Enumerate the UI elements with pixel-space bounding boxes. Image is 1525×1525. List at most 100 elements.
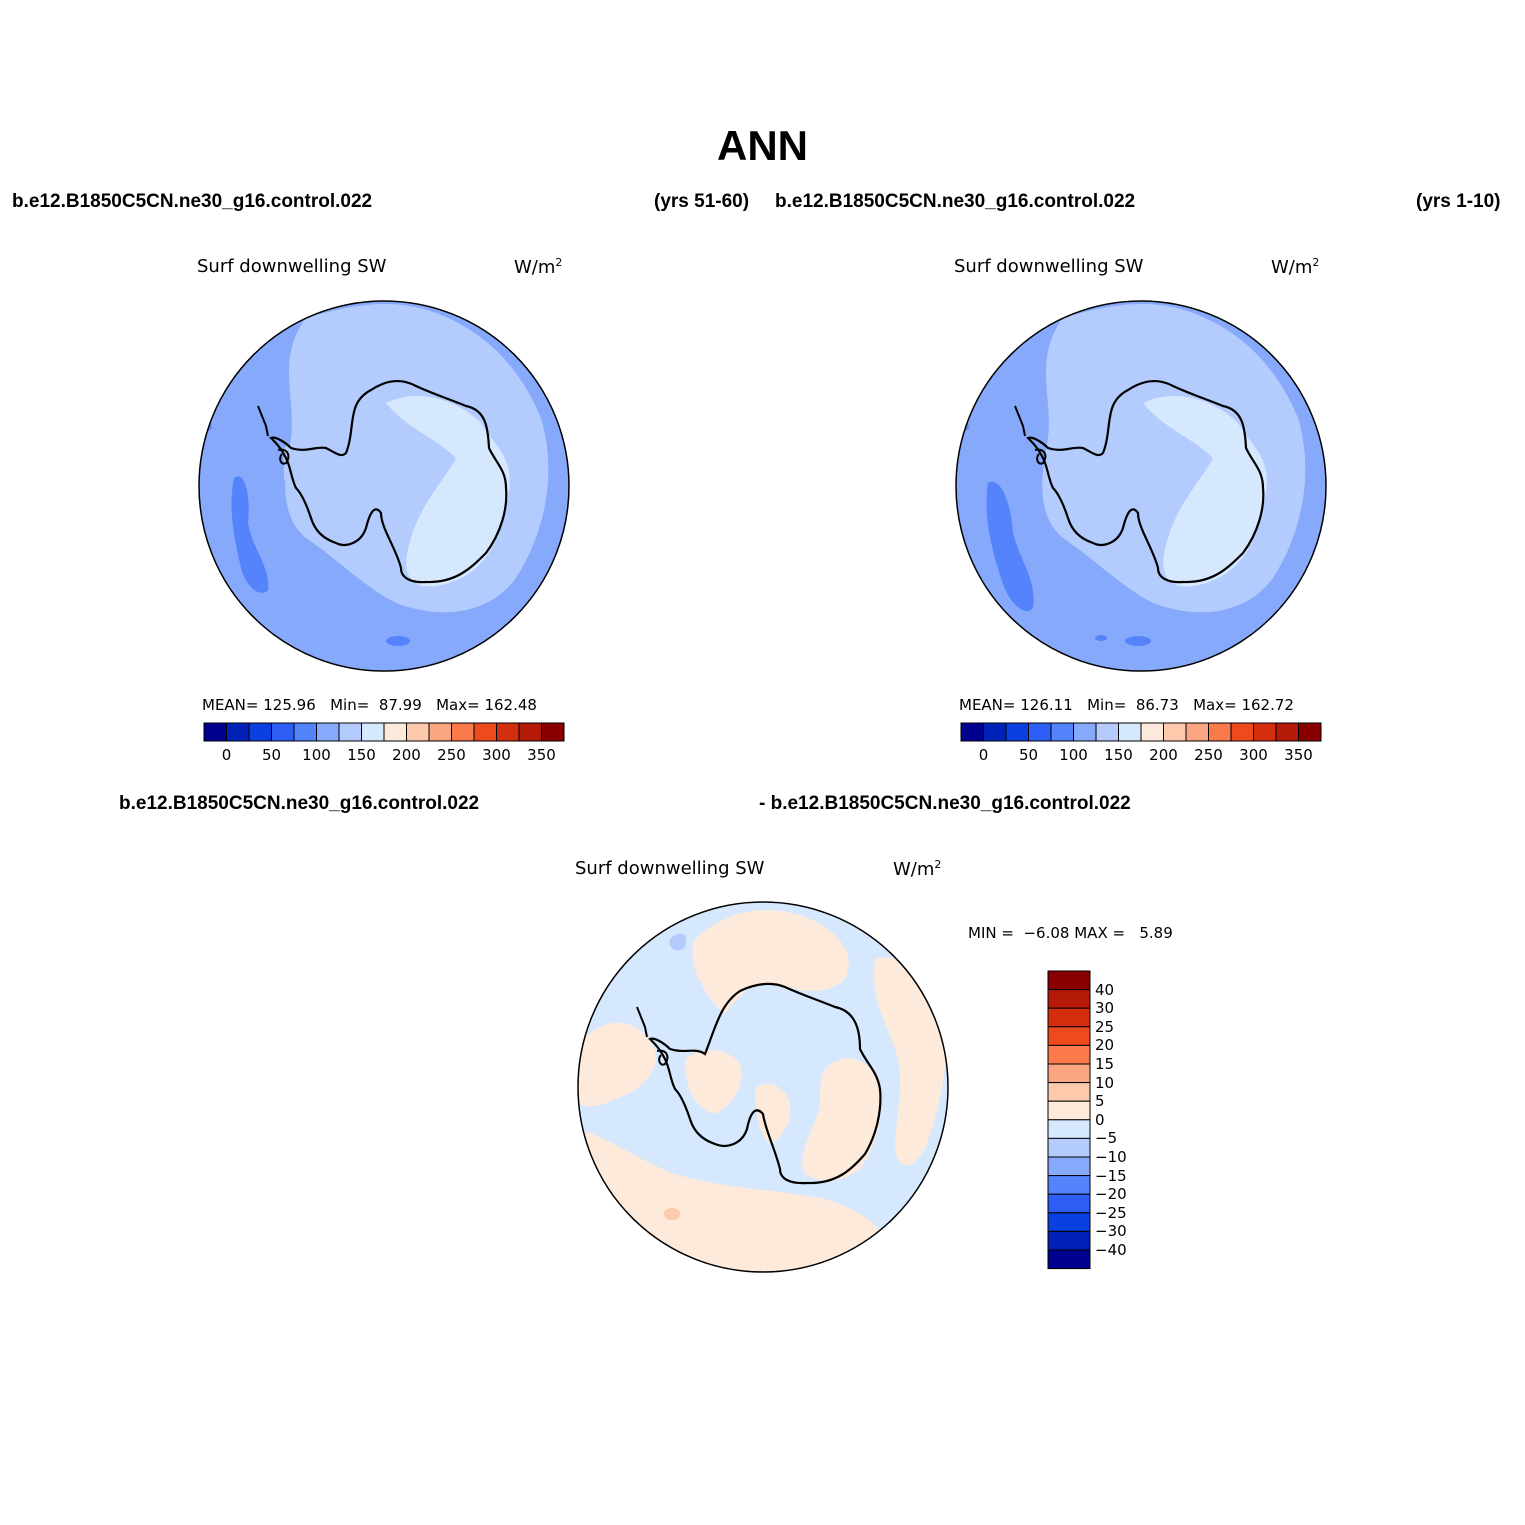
panel1-map [198, 300, 570, 672]
panel2-colorbar-box [1050, 722, 1074, 742]
diff-colorbar-tick-label: 40 [1095, 980, 1115, 999]
diff-colorbar-tick-label: 20 [1095, 1036, 1115, 1055]
panel2-units-label: W/m2 [1271, 256, 1320, 278]
panel2-case-label: b.e12.B1850C5CN.ne30_g16.control.022 [775, 191, 1136, 212]
main-title: ANN [717, 122, 808, 169]
panel2-stats: MEAN= 126.11 Min= 86.73 Max= 162.72 [959, 696, 1294, 714]
diff-min-max: MIN = −6.08 MAX = 5.89 [968, 924, 1173, 942]
diff-colorbar-tick-label: 30 [1095, 999, 1115, 1018]
panel1-colorbar-tick-label: 250 [437, 746, 466, 764]
diff-colorbar-boxes [1047, 970, 1091, 1270]
diff-positive-region [692, 909, 849, 1014]
panel1-case-label: b.e12.B1850C5CN.ne30_g16.control.022 [12, 191, 373, 212]
panel1-colorbar-tick-label: 300 [482, 746, 511, 764]
diff-map [577, 901, 949, 1273]
diff-colorbar-box [1047, 970, 1091, 991]
diff-colorbar: 40 30 25 20 15 10 5 0 −5 −10 −15 −20 −25 −30 −40 [1047, 970, 1127, 1270]
diff-colorbar-tick-label: 5 [1095, 1092, 1105, 1111]
panel1-colorbar-box [428, 722, 452, 742]
diff-colorbar-box [1047, 1230, 1091, 1251]
panel1-years-label: (yrs 51-60) [654, 191, 750, 212]
panel2-colorbar-tick-label: 300 [1239, 746, 1268, 764]
panel1-colorbar-tick-label: 350 [527, 746, 556, 764]
panel1-colorbar-box [406, 722, 430, 742]
panel2-colorbar-box [1185, 722, 1209, 742]
panel2-colorbar-tick-label: 50 [1018, 746, 1039, 764]
diff-colorbar-box [1047, 1082, 1091, 1102]
panel1-colorbar-tick-label: 0 [221, 746, 232, 764]
panel1-colorbar-box [316, 722, 340, 742]
map-band-80-90 [231, 476, 269, 593]
panel2-colorbar-box [1140, 722, 1164, 742]
panel1-stats: MEAN= 125.96 Min= 87.99 Max= 162.48 [202, 696, 537, 714]
panel1-colorbar-tick-label: 100 [302, 746, 331, 764]
diff-colorbar-tick-label: −25 [1095, 1203, 1127, 1222]
diff-colorbar-box [1047, 1193, 1091, 1214]
diff-colorbar-box [1047, 1212, 1091, 1232]
panel1-colorbar-box [473, 722, 497, 742]
panel2-colorbar-box [1073, 722, 1097, 742]
panel2-colorbar-box [1208, 722, 1232, 742]
diff-colorbar-box [1047, 1175, 1091, 1195]
panel1-colorbar-tick-label: 200 [392, 746, 421, 764]
panel1-colorbar-box [226, 722, 250, 742]
panel2-variable-label: Surf downwelling SW [954, 256, 1144, 277]
panel1-colorbar-box [451, 722, 475, 742]
panel2-colorbar-tick-label: 150 [1104, 746, 1133, 764]
diff-colorbar-box [1047, 1156, 1091, 1177]
panel1-colorbar-box [541, 722, 565, 742]
panel1-colorbar-box [203, 722, 227, 742]
panel2-years-label: (yrs 1-10) [1416, 191, 1501, 212]
diff-variable-label: Surf downwelling SW [575, 858, 765, 879]
panel1-colorbar-box [338, 722, 362, 742]
panel2-colorbar-box [1253, 722, 1277, 742]
diff-colorbar-tick-label: −30 [1095, 1222, 1127, 1241]
diff-units-label: W/m2 [893, 858, 942, 880]
diff-colorbar-tick-label: 15 [1095, 1055, 1115, 1073]
diff-colorbar-box [1047, 1063, 1091, 1084]
diff-colorbar-box [1047, 1007, 1091, 1028]
panel2-colorbar-box [1028, 722, 1052, 742]
diff-colorbar-box [1047, 1119, 1091, 1139]
diff-colorbar-box [1047, 989, 1091, 1009]
panel1-colorbar-box [383, 722, 407, 742]
diff-colorbar-tick-label: −10 [1095, 1148, 1127, 1166]
diff-colorbar-tick-label: 10 [1095, 1073, 1115, 1092]
panel2-colorbar-box [1163, 722, 1187, 742]
map-band-150-200 [386, 395, 510, 587]
panel2-colorbar-tick-label: 0 [978, 746, 989, 764]
panel1-colorbar-tick-label: 50 [261, 746, 282, 764]
diff-colorbar-tick-label: 0 [1095, 1110, 1105, 1129]
panel1-colorbar-box [271, 722, 295, 742]
panel2-colorbar-tick-label: 350 [1284, 746, 1313, 764]
panel2-colorbar-boxes [960, 722, 1322, 742]
panel1-colorbar-box [361, 722, 385, 742]
panel2-colorbar-tick-label: 100 [1059, 746, 1088, 764]
diff-colorbar-tick-label: −20 [1095, 1185, 1127, 1204]
panel2-colorbar-tick-label: 250 [1194, 746, 1223, 764]
panel1-variable-label: Surf downwelling SW [197, 256, 387, 277]
panel2-colorbar-box [1095, 722, 1119, 742]
panel1-colorbar-box [518, 722, 542, 742]
panel1-colorbar-boxes [203, 722, 565, 742]
panel1-units-label: W/m2 [514, 256, 563, 278]
diff-case-right-label: - b.e12.B1850C5CN.ne30_g16.control.022 [759, 793, 1131, 814]
panel2-colorbar-box [1118, 722, 1142, 742]
panel2-colorbar-box [983, 722, 1007, 742]
diff-colorbar-tick-label: 25 [1095, 1017, 1115, 1036]
panel1-colorbar-tick-label: 150 [347, 746, 376, 764]
diff-colorbar-box [1047, 1044, 1091, 1065]
diff-case-left-label: b.e12.B1850C5CN.ne30_g16.control.022 [119, 793, 480, 814]
panel1-colorbar-box [248, 722, 272, 742]
diff-colorbar-box [1047, 1137, 1091, 1158]
diff-colorbar-tick-label: −15 [1095, 1166, 1127, 1185]
diff-colorbar-box [1047, 1100, 1091, 1121]
diff-colorbar-tick-label: −40 [1095, 1241, 1127, 1259]
panel2-colorbar-box [1298, 722, 1322, 742]
diff-colorbar-tick-label: −5 [1095, 1129, 1118, 1148]
panel2-colorbar-box [960, 722, 984, 742]
panel1-colorbar: 0 50 100 150 200 250 300 350 [203, 722, 565, 764]
panel2-colorbar-tick-label: 200 [1149, 746, 1178, 764]
panel2-colorbar-box [1230, 722, 1254, 742]
panel1-colorbar-box [293, 722, 317, 742]
